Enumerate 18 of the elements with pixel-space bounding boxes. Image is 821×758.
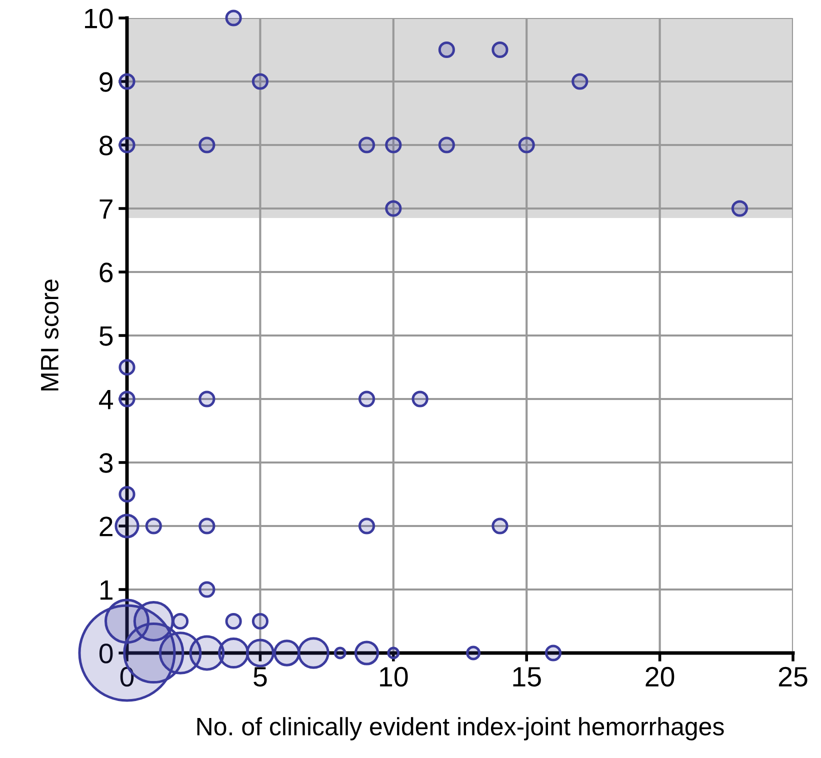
y-axis-title: MRI score	[41, 280, 59, 390]
y-tick-label: 0	[99, 644, 113, 664]
y-tick-label: 5	[99, 326, 113, 346]
y-tick-label: 7	[100, 199, 112, 219]
x-tick-label: 20	[646, 666, 674, 687]
y-tick-label: 3	[99, 453, 113, 473]
x-tick-label: 10	[380, 666, 408, 687]
y-tick-label: 6	[100, 262, 113, 282]
y-tick-label: 9	[100, 72, 112, 92]
y-tick-label: 10	[85, 8, 113, 28]
y-tick-label: 1	[100, 580, 112, 600]
y-tick-label: 4	[98, 390, 113, 410]
x-tick-label: 15	[513, 667, 541, 687]
y-tick-label: 8	[100, 136, 113, 156]
y-tick-label: 2	[100, 516, 112, 536]
x-tick-label: 25	[778, 666, 808, 687]
x-axis-title: No. of clinically evident index-joint hemorrhages	[197, 717, 724, 740]
x-tick-label: 5	[254, 667, 267, 687]
